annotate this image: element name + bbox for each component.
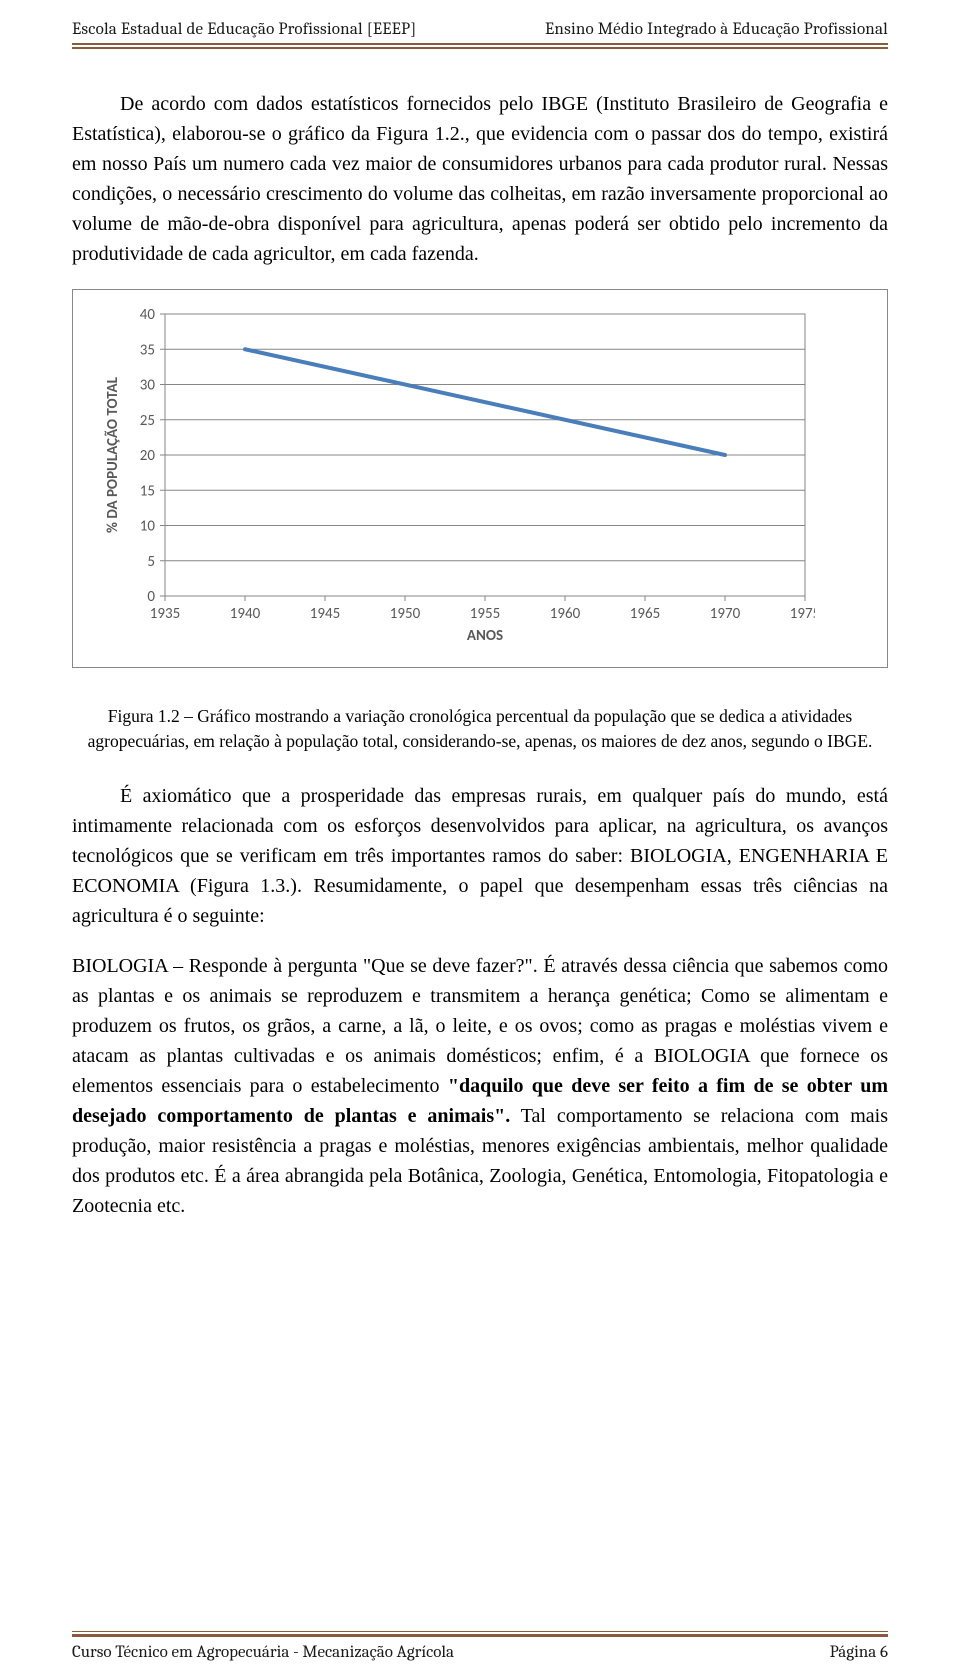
header-left: Escola Estadual de Educação Profissional…: [72, 20, 416, 39]
header-right: Ensino Médio Integrado à Educação Profis…: [545, 20, 888, 39]
svg-text:30: 30: [140, 377, 156, 395]
svg-text:1940: 1940: [230, 605, 261, 623]
svg-text:10: 10: [140, 518, 156, 536]
page: Escola Estadual de Educação Profissional…: [0, 0, 960, 1676]
paragraph-1: De acordo com dados estatísticos forneci…: [72, 89, 888, 269]
figure-caption: Figura 1.2 – Gráfico mostrando a variaçã…: [72, 704, 888, 755]
svg-text:1970: 1970: [710, 605, 741, 623]
svg-text:35: 35: [140, 341, 155, 359]
svg-text:15: 15: [140, 482, 155, 500]
svg-text:40: 40: [140, 308, 156, 324]
svg-text:ANOS: ANOS: [467, 627, 503, 645]
svg-text:0: 0: [147, 588, 155, 606]
footer-right: Página 6: [830, 1643, 888, 1662]
svg-text:1950: 1950: [390, 605, 421, 623]
page-footer: Curso Técnico em Agropecuária - Mecaniza…: [72, 1631, 888, 1662]
paragraph-3: BIOLOGIA – Responde à pergunta "Que se d…: [72, 951, 888, 1221]
svg-text:25: 25: [140, 412, 155, 430]
svg-text:1955: 1955: [470, 605, 500, 623]
svg-text:1975: 1975: [790, 605, 815, 623]
footer-left: Curso Técnico em Agropecuária - Mecaniza…: [72, 1643, 454, 1662]
svg-text:20: 20: [140, 447, 156, 465]
svg-text:1960: 1960: [550, 605, 581, 623]
svg-text:% DA POPULAÇÃO TOTAL: % DA POPULAÇÃO TOTAL: [103, 376, 122, 533]
page-header: Escola Estadual de Educação Profissional…: [72, 20, 888, 39]
svg-text:5: 5: [147, 553, 155, 571]
line-chart: 0 5 10 15 20 25 30 35 40 1935 1940 1945 1950 1955 1960…: [95, 308, 815, 648]
svg-text:1945: 1945: [310, 605, 340, 623]
chart-container: 0 5 10 15 20 25 30 35 40 1935 1940 1945 1950 1955 1960…: [72, 289, 888, 668]
footer-rule: [72, 1631, 888, 1637]
svg-text:1935: 1935: [150, 605, 180, 623]
paragraph-2: É axiomático que a prosperidade das empr…: [72, 781, 888, 931]
header-rule: [72, 43, 888, 49]
svg-text:1965: 1965: [630, 605, 660, 623]
